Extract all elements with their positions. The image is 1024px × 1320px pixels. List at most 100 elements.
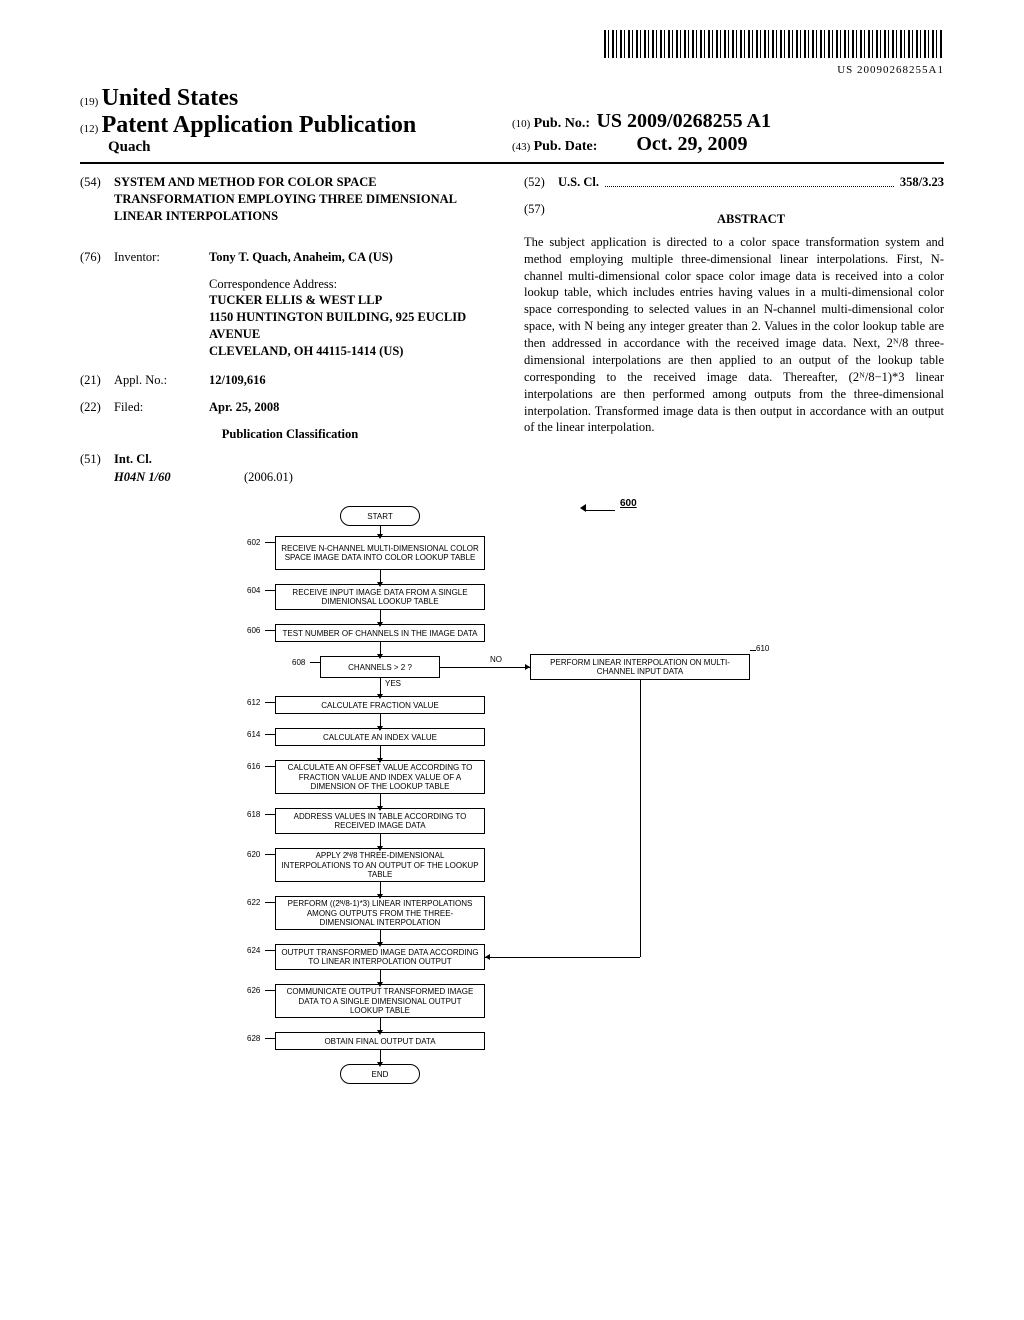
filed-field-num: (22) bbox=[80, 399, 114, 416]
inventor-label: Inventor: bbox=[114, 249, 209, 266]
flow-node-608: CHANNELS > 2 ? bbox=[320, 656, 440, 678]
author-name: Quach bbox=[108, 139, 151, 155]
decision-yes-label: YES bbox=[385, 679, 401, 688]
invention-title: SYSTEM AND METHOD FOR COLOR SPACE TRANSF… bbox=[114, 174, 500, 225]
flow-node-604: RECEIVE INPUT IMAGE DATA FROM A SINGLE D… bbox=[275, 584, 485, 610]
flow-arrowhead bbox=[377, 622, 383, 627]
flow-step-number: 624 bbox=[247, 946, 260, 955]
flow-step-connector bbox=[265, 950, 275, 951]
flow-node-618: ADDRESS VALUES IN TABLE ACCORDING TO REC… bbox=[275, 808, 485, 834]
abstract-body: The subject application is directed to a… bbox=[524, 234, 944, 437]
flow-step-number: 616 bbox=[247, 762, 260, 771]
flow-arrowhead bbox=[377, 1062, 383, 1067]
title-field-num: (54) bbox=[80, 174, 114, 239]
flow-step-connector bbox=[265, 590, 275, 591]
corr-line-2: 1150 HUNTINGTON BUILDING, 925 EUCLID AVE… bbox=[209, 309, 500, 343]
flow-step-connector bbox=[265, 814, 275, 815]
flow-step-number: 612 bbox=[247, 698, 260, 707]
flow-node-start: START bbox=[340, 506, 420, 526]
filed-value: Apr. 25, 2008 bbox=[209, 399, 500, 416]
flow-step-connector bbox=[750, 650, 756, 651]
flow-line bbox=[640, 680, 641, 957]
flow-step-number: 620 bbox=[247, 850, 260, 859]
left-column: (54) SYSTEM AND METHOD FOR COLOR SPACE T… bbox=[80, 174, 500, 486]
pubtype-field-num: (12) bbox=[80, 123, 98, 135]
flow-node-end: END bbox=[340, 1064, 420, 1084]
figure-number: 600 bbox=[620, 498, 637, 509]
right-column: (52) U.S. Cl. 358/3.23 (57) ABSTRACT The… bbox=[524, 174, 944, 486]
flow-step-number: 606 bbox=[247, 626, 260, 635]
flow-node-626: COMMUNICATE OUTPUT TRANSFORMED IMAGE DAT… bbox=[275, 984, 485, 1018]
flow-step-number: 614 bbox=[247, 730, 260, 739]
uscl-field-num: (52) bbox=[524, 174, 558, 191]
uscl-label: U.S. Cl. bbox=[558, 174, 599, 191]
correspondence-address: Correspondence Address: TUCKER ELLIS & W… bbox=[209, 276, 500, 360]
flow-line bbox=[485, 957, 640, 958]
flow-arrowhead bbox=[377, 694, 383, 699]
flow-node-616: CALCULATE AN OFFSET VALUE ACCORDING TO F… bbox=[275, 760, 485, 794]
intcl-label: Int. Cl. bbox=[114, 451, 152, 468]
abstract-heading: ABSTRACT bbox=[558, 211, 944, 228]
figure-pointer-line bbox=[585, 510, 615, 511]
flow-step-number: 628 bbox=[247, 1034, 260, 1043]
flow-step-number: 618 bbox=[247, 810, 260, 819]
flow-node-610: PERFORM LINEAR INTERPOLATION ON MULTI-CH… bbox=[530, 654, 750, 680]
barcode-graphic bbox=[604, 30, 944, 58]
flow-step-connector bbox=[265, 1038, 275, 1039]
flow-step-number: 622 bbox=[247, 898, 260, 907]
flow-step-connector bbox=[265, 542, 275, 543]
country: United States bbox=[102, 85, 239, 111]
header: (19) United States (12) Patent Applicati… bbox=[80, 82, 944, 156]
appl-label: Appl. No.: bbox=[114, 372, 209, 389]
uscl-leader-dots bbox=[605, 177, 894, 187]
pub-classification-heading: Publication Classification bbox=[80, 426, 500, 443]
flow-arrowhead bbox=[377, 758, 383, 763]
pubdate-value: Oct. 29, 2009 bbox=[636, 133, 747, 155]
flow-step-number: 608 bbox=[292, 658, 305, 667]
barcode-text: US 20090268255A1 bbox=[80, 64, 944, 76]
appl-value: 12/109,616 bbox=[209, 372, 500, 389]
flow-arrowhead bbox=[485, 954, 490, 960]
abstract-field-num: (57) bbox=[524, 201, 558, 234]
uscl-value: 358/3.23 bbox=[900, 174, 944, 191]
flow-line bbox=[440, 667, 530, 668]
intcl-field-num: (51) bbox=[80, 451, 114, 468]
flow-arrowhead bbox=[377, 726, 383, 731]
biblio-columns: (54) SYSTEM AND METHOD FOR COLOR SPACE T… bbox=[80, 174, 944, 486]
pubno-label: Pub. No.: bbox=[534, 116, 590, 131]
flow-step-connector bbox=[265, 854, 275, 855]
flow-arrowhead bbox=[377, 806, 383, 811]
flowchart-figure: 600 STARTRECEIVE N-CHANNEL MULTI-DIMENSI… bbox=[80, 506, 944, 1236]
filed-label: Filed: bbox=[114, 399, 209, 416]
flow-node-624: OUTPUT TRANSFORMED IMAGE DATA ACCORDING … bbox=[275, 944, 485, 970]
pubno-field-num: (10) bbox=[512, 118, 530, 130]
flow-arrowhead bbox=[377, 846, 383, 851]
flow-arrowhead bbox=[377, 534, 383, 539]
flow-arrowhead bbox=[377, 582, 383, 587]
flow-step-connector bbox=[265, 990, 275, 991]
pub-type: Patent Application Publication bbox=[102, 112, 417, 138]
intcl-date: (2006.01) bbox=[244, 469, 293, 486]
corr-line-3: CLEVELAND, OH 44115-1414 (US) bbox=[209, 343, 500, 360]
flow-arrowhead bbox=[525, 664, 530, 670]
flow-step-connector bbox=[310, 662, 320, 663]
flow-step-connector bbox=[265, 902, 275, 903]
flow-arrowhead bbox=[377, 942, 383, 947]
figure-pointer-arrowhead bbox=[580, 504, 586, 512]
pubno-value: US 2009/0268255 A1 bbox=[596, 110, 770, 132]
header-rule bbox=[80, 162, 944, 164]
decision-no-label: NO bbox=[490, 655, 502, 664]
corr-line-1: TUCKER ELLIS & WEST LLP bbox=[209, 292, 500, 309]
inventor-value: Tony T. Quach, Anaheim, CA (US) bbox=[209, 249, 500, 266]
intcl-code: H04N 1/60 bbox=[114, 469, 244, 486]
flow-step-connector bbox=[265, 630, 275, 631]
corr-label: Correspondence Address: bbox=[209, 276, 500, 293]
pubdate-field-num: (43) bbox=[512, 141, 530, 153]
flow-arrowhead bbox=[377, 1030, 383, 1035]
flow-step-number: 610 bbox=[756, 644, 769, 653]
flow-step-connector bbox=[265, 702, 275, 703]
flow-step-number: 626 bbox=[247, 986, 260, 995]
appl-field-num: (21) bbox=[80, 372, 114, 389]
pubdate-label: Pub. Date: bbox=[534, 139, 598, 154]
flow-node-620: APPLY 2ᴺ/8 THREE-DIMENSIONAL INTERPOLATI… bbox=[275, 848, 485, 882]
